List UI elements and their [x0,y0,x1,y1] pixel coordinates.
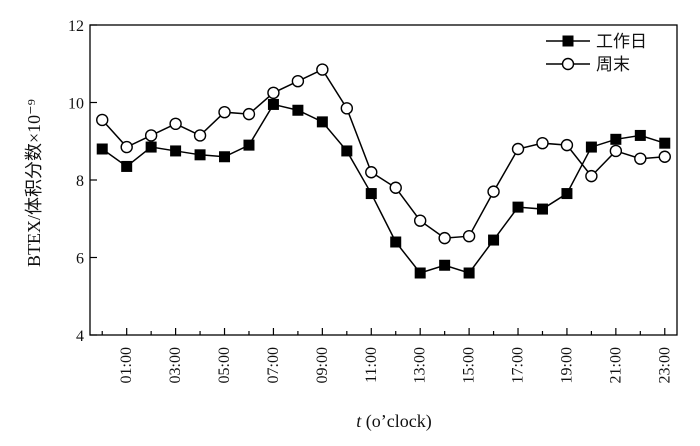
data-point-circle [291,74,305,88]
data-point-square [634,129,646,141]
data-point-circle [560,138,574,152]
data-point-square [170,145,182,157]
data-point-square [365,188,377,200]
data-point-square [292,104,304,116]
data-point-square [267,98,279,110]
data-point-square [659,137,671,149]
data-point-circle [511,142,525,156]
x-tick-label: 07:00 [265,347,282,383]
x-tick-label: 03:00 [167,347,184,383]
data-point-circle [585,169,598,183]
data-point-square [561,188,573,200]
y-tick-label: 4 [76,328,84,345]
data-point-circle [365,166,378,179]
data-point-square [316,116,328,128]
data-point-square [341,145,353,157]
y-tick-label: 6 [76,251,84,268]
data-point-square [96,143,108,155]
data-point-square [243,139,255,151]
x-axis-title: t (o’clock) [356,411,431,432]
data-point-circle [462,229,476,243]
x-tick-label: 15:00 [461,347,478,383]
data-point-circle [389,181,402,194]
y-axis-title: BTEX/体积分数×10⁻⁹ [24,99,44,267]
data-point-square [488,234,500,246]
legend-label: 周末 [596,55,630,75]
data-point-circle [120,140,133,154]
data-point-square [463,267,475,279]
x-tick-label: 09:00 [314,347,331,383]
data-point-circle [316,63,329,76]
data-point-square [390,236,402,248]
y-tick-label: 10 [68,96,84,113]
data-point-square [585,141,597,153]
data-point-square [536,203,548,215]
data-point-circle [658,150,671,163]
data-point-square [610,133,622,145]
legend-label: 工作日 [596,32,647,52]
x-tick-label: 13:00 [412,347,429,383]
data-point-square [414,267,426,279]
y-tick-label: 12 [68,18,84,35]
data-point-square [145,141,157,153]
x-tick-label: 05:00 [216,347,233,383]
data-point-circle [218,105,231,119]
data-point-circle [169,117,182,131]
x-tick-label: 23:00 [656,347,673,383]
x-tick-label: 17:00 [510,347,527,383]
x-axis-title-unit: (o’clock) [361,411,431,432]
x-tick-label: 01:00 [118,347,135,383]
legend-circle-marker [561,57,575,71]
data-point-circle [536,136,549,150]
y-tick-label: 8 [76,173,84,190]
data-point-circle [487,185,500,198]
data-point-circle [267,86,280,100]
data-point-square [194,149,206,161]
data-point-circle [242,107,256,121]
data-point-circle [340,102,354,115]
x-tick-label: 19:00 [558,347,575,383]
x-tick-label: 21:00 [607,347,624,383]
data-point-square [512,201,524,213]
data-point-circle [438,231,451,245]
data-point-circle [193,129,207,142]
data-point-square [121,160,133,172]
x-tick-label: 11:00 [363,347,380,383]
data-point-circle [144,129,158,142]
data-point-square [439,259,451,271]
data-point-circle [634,152,647,165]
data-point-square [219,151,231,163]
x-axis-title-variable: t [356,411,362,431]
data-point-circle [96,113,109,127]
data-point-circle [609,144,623,158]
series-line-2 [101,68,665,239]
data-point-circle [413,214,427,227]
legend-square-marker [562,35,574,47]
